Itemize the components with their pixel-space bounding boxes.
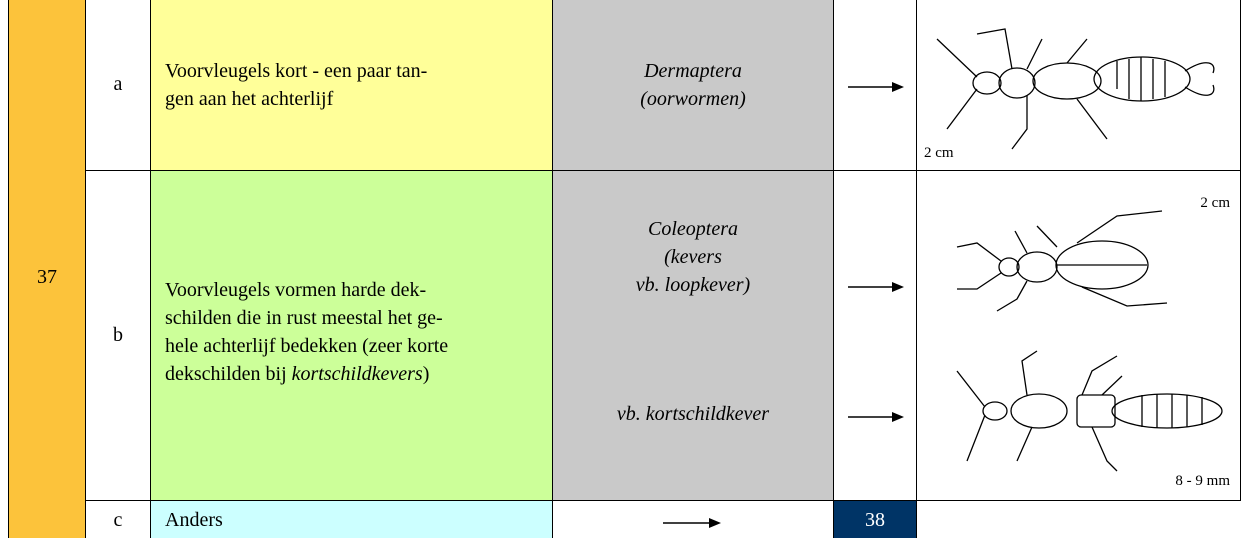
description-cell: Voorvleugels kort - een paar tan- gen aa… <box>150 0 553 171</box>
description-cell: Voorvleugels vormen harde dek- schilden … <box>150 170 553 501</box>
letter-cell: b <box>85 170 151 501</box>
taxon-name: Dermaptera <box>644 59 742 82</box>
letter: c <box>113 508 123 531</box>
description: Anders <box>165 508 223 531</box>
description-line: Voorvleugels kort - een paar tan- <box>165 59 428 82</box>
earwig-drawing <box>936 28 1215 150</box>
arrows <box>848 282 904 422</box>
taxon-name: (oorwormen) <box>640 87 746 110</box>
taxon-names: Coleoptera (kevers vb. loopkever) <box>553 215 833 299</box>
image-cell: 2 cm <box>916 0 1241 171</box>
description-line: gen aan het achterlijf <box>165 87 334 110</box>
description-line: Voorvleugels vormen harde dek- <box>165 278 427 301</box>
letter: a <box>113 73 123 95</box>
arrow-cell <box>833 170 917 501</box>
image-cell: 2 cm 8 - 9 mm <box>916 170 1241 501</box>
text: dekschilden bij <box>165 362 287 385</box>
arrow-cell <box>833 0 917 171</box>
beetle-drawings <box>956 210 1223 472</box>
taxon-name: (kevers <box>664 246 722 268</box>
name-cell: Dermaptera (oorwormen) <box>552 0 834 171</box>
taxon-name: vb. loopkever) <box>635 274 751 296</box>
name-cell: Coleoptera (kevers vb. loopkever) vb. ko… <box>552 170 834 501</box>
description-line: dekschilden bij kortschildkevers) <box>165 360 448 388</box>
description-line: schilden die in rust meestal het ge- <box>165 306 443 329</box>
goto-number: 38 <box>865 508 885 531</box>
couplet-number: 37 <box>37 265 57 288</box>
empty-cell <box>916 500 1241 538</box>
letter-cell: a <box>85 0 151 171</box>
goto-cell: 38 <box>833 500 917 538</box>
description: Voorvleugels kort - een paar tan- gen aa… <box>165 57 427 113</box>
arrow-cell <box>552 500 834 538</box>
description-line: hele achterlijf bedekken (zeer korte <box>165 334 449 357</box>
letter: b <box>113 324 123 346</box>
letter-cell: c <box>85 500 151 538</box>
italic-text: kortschildkevers <box>291 362 423 385</box>
description-cell: Anders <box>150 500 553 538</box>
couplet-cell: 37 <box>8 0 86 538</box>
arrow <box>663 518 721 528</box>
text: ) <box>422 362 430 385</box>
arrow <box>848 82 904 92</box>
taxon-name: Coleoptera <box>648 218 738 240</box>
scale-label: 2 cm <box>924 145 954 161</box>
scale-label: 8 - 9 mm <box>1175 473 1230 489</box>
scale-label: 2 cm <box>1200 195 1230 211</box>
description: Voorvleugels vormen harde dek- schilden … <box>165 276 448 388</box>
taxon-name: vb. kortschildkever <box>616 403 770 425</box>
